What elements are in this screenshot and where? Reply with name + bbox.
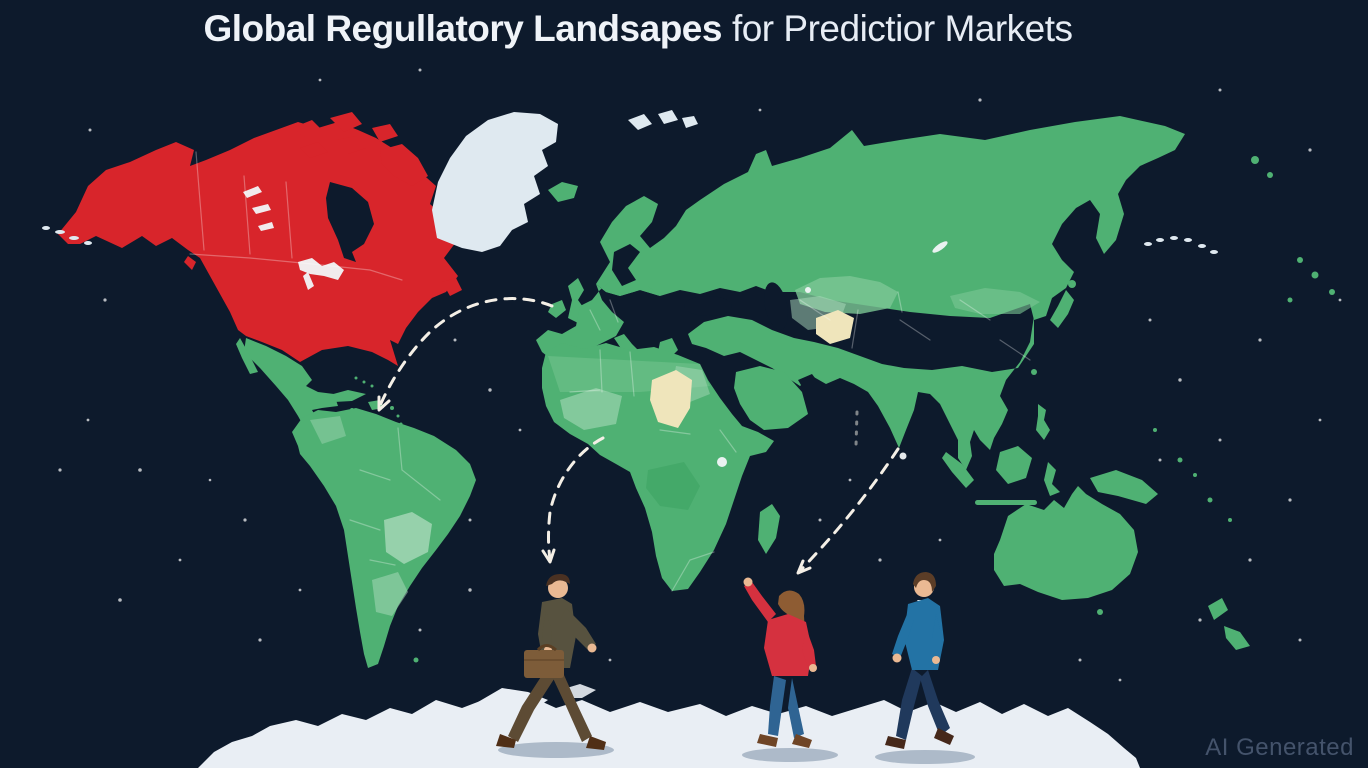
great-lakes bbox=[298, 258, 344, 280]
woman-right-hand bbox=[809, 664, 817, 672]
borneo-island bbox=[996, 446, 1032, 484]
blue-man-front-shoe bbox=[885, 736, 906, 749]
north-america-mainland bbox=[58, 122, 458, 366]
woman-right-leg bbox=[788, 678, 804, 738]
blue-man-back-arm bbox=[932, 614, 942, 658]
arrowhead-asia bbox=[796, 559, 812, 575]
sumatra-island bbox=[942, 452, 974, 488]
woman-raised-arm bbox=[744, 582, 776, 622]
aral-sea bbox=[805, 287, 811, 293]
briefcase-man-back-arm bbox=[542, 610, 552, 650]
star-field bbox=[58, 68, 1342, 682]
west-europe-region bbox=[536, 280, 660, 360]
title-rest: for Predictior Markets bbox=[731, 8, 1073, 49]
baja-california bbox=[236, 338, 258, 374]
hudson-bay bbox=[326, 182, 374, 262]
arrowhead-africa bbox=[541, 548, 556, 564]
person-briefcase-man bbox=[496, 574, 606, 750]
dashed-arrow-asia bbox=[798, 447, 900, 573]
eurasia-north-region bbox=[596, 116, 1185, 320]
canadian-lakes bbox=[243, 186, 262, 198]
person-blue-man bbox=[885, 572, 954, 749]
japan-archipelago bbox=[1050, 290, 1074, 328]
people-shadows bbox=[498, 742, 975, 764]
border-lines bbox=[189, 151, 1031, 592]
philippines bbox=[1036, 404, 1050, 440]
cream-country-africa bbox=[650, 370, 692, 428]
briefcase-man-back-leg bbox=[508, 666, 556, 742]
cream-country-asia bbox=[816, 310, 854, 344]
new-zealand-north bbox=[1208, 598, 1228, 620]
australia-region bbox=[994, 486, 1138, 600]
woman-left-leg bbox=[768, 676, 786, 736]
sri-lanka bbox=[899, 452, 907, 460]
baltic-sea bbox=[612, 244, 640, 286]
woman-raised-hand bbox=[743, 577, 753, 587]
north-america-region bbox=[58, 112, 462, 366]
new-guinea-island bbox=[1090, 470, 1158, 504]
svalbard bbox=[628, 114, 652, 130]
briefcase-man-front-hand bbox=[587, 643, 597, 653]
blue-man-back-leg bbox=[920, 670, 950, 736]
briefcase-man-back-shoe bbox=[496, 734, 516, 748]
arrowhead-atlantic bbox=[377, 395, 391, 412]
sulawesi-island bbox=[1044, 462, 1060, 496]
caspian-sea bbox=[764, 282, 788, 330]
madagascar-island bbox=[758, 504, 780, 554]
baffin-island bbox=[380, 144, 428, 186]
vancouver-island bbox=[184, 256, 196, 270]
title-emphasis: Global Regullatory Landsapes bbox=[203, 8, 722, 49]
blue-man-front-hand bbox=[892, 653, 902, 663]
briefcase-man-front-leg bbox=[552, 666, 592, 742]
south-america-region bbox=[292, 408, 476, 668]
dashed-arrow-atlantic bbox=[377, 297, 554, 410]
lake-victoria bbox=[717, 457, 727, 467]
briefcase-man-front-arm bbox=[560, 608, 596, 650]
black-sea bbox=[684, 296, 732, 316]
blue-man-hair bbox=[913, 572, 936, 592]
persian-gulf bbox=[798, 374, 818, 390]
briefcase bbox=[524, 650, 564, 678]
woman-right-arm bbox=[802, 628, 816, 668]
briefcase-handle bbox=[536, 644, 558, 652]
iceland bbox=[548, 182, 578, 202]
blue-man-front-arm bbox=[892, 612, 914, 658]
country-shade-patches bbox=[310, 276, 1040, 616]
woman-left-shoe bbox=[757, 734, 778, 747]
new-zealand-south bbox=[1224, 626, 1250, 650]
ai-generated-watermark: AI Generated bbox=[1205, 734, 1354, 761]
greenland-region bbox=[42, 110, 1218, 254]
briefcase-man-front-shoe bbox=[586, 736, 606, 750]
blue-man-back-hand bbox=[932, 656, 940, 664]
ireland bbox=[548, 300, 566, 318]
cuba-island bbox=[326, 390, 366, 402]
dashed-arrow-africa bbox=[547, 436, 605, 561]
newfoundland bbox=[442, 278, 462, 296]
south-asia-region bbox=[688, 316, 1034, 470]
lakes bbox=[243, 186, 948, 467]
briefcase-man-hair bbox=[546, 574, 570, 586]
dashed-arrows bbox=[377, 297, 900, 575]
blue-man-back-shoe bbox=[934, 728, 954, 745]
blue-man-front-leg bbox=[896, 668, 922, 740]
green-landmasses bbox=[236, 116, 1335, 668]
greenland bbox=[432, 112, 558, 252]
woman-sweater bbox=[764, 614, 812, 676]
page-title: Global Regullatory Landsapes for Predicti… bbox=[0, 8, 1322, 50]
arabia-region bbox=[734, 366, 808, 430]
woman-right-shoe bbox=[792, 734, 812, 748]
inland-seas bbox=[326, 182, 818, 390]
person-pointing-woman bbox=[743, 577, 817, 748]
